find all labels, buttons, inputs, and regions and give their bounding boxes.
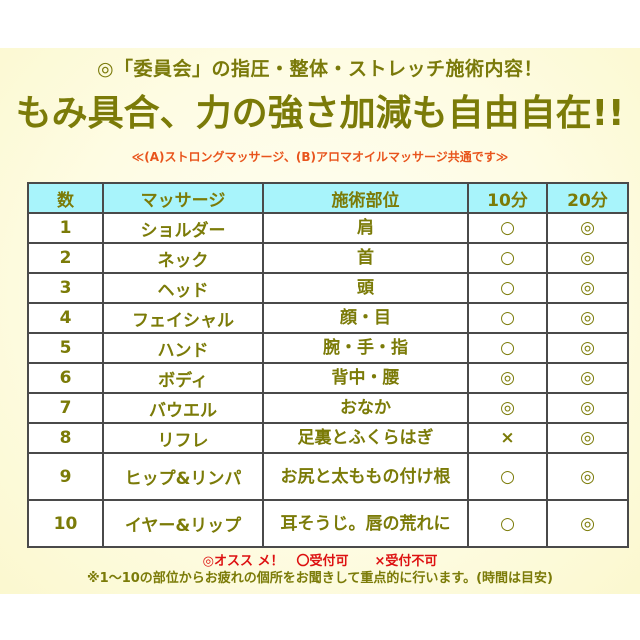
treatment-part: おなか xyxy=(262,392,469,424)
col-header-part: 施術部位 xyxy=(262,182,469,214)
col-header-10min: 10分 xyxy=(467,182,548,214)
massage-name: リフレ xyxy=(102,422,264,454)
treatment-part: 耳そうじ。唇の荒れに xyxy=(262,499,469,548)
treatment-part: 首 xyxy=(262,242,469,274)
col-header-number: 数 xyxy=(27,182,104,214)
availability-20min: ◎ xyxy=(546,302,629,334)
table-row: 7 バウエル おなか ◎ ◎ xyxy=(27,392,629,424)
table-header-row: 数 マッサージ 施術部位 10分 20分 xyxy=(27,182,629,214)
row-number: 9 xyxy=(27,452,104,501)
availability-10min: ○ xyxy=(467,242,548,274)
availability-20min: ◎ xyxy=(546,242,629,274)
availability-10min: ○ xyxy=(467,452,548,501)
footnote: ※1～10の部位からお疲れの個所をお聞きして重点的に行います。(時間は目安) xyxy=(87,571,553,586)
massage-name: ショルダー xyxy=(102,212,264,244)
table-row: 6 ボディ 背中・腰 ◎ ◎ xyxy=(27,362,629,394)
treatment-part: 足裏とふくらはぎ xyxy=(262,422,469,454)
massage-name: ヘッド xyxy=(102,272,264,304)
availability-20min: ◎ xyxy=(546,392,629,424)
availability-20min: ◎ xyxy=(546,212,629,244)
availability-20min: ◎ xyxy=(546,499,629,548)
availability-10min: ○ xyxy=(467,272,548,304)
massage-name: ヒップ&リンパ xyxy=(102,452,264,501)
availability-10min: ○ xyxy=(467,212,548,244)
treatment-part: 腕・手・指 xyxy=(262,332,469,364)
headline: もみ具合、力の強さ加減も自由自在!! xyxy=(15,93,625,134)
table-row: 1 ショルダー 肩 ○ ◎ xyxy=(27,212,629,244)
availability-10min: ○ xyxy=(467,332,548,364)
availability-20min: ◎ xyxy=(546,332,629,364)
row-number: 2 xyxy=(27,242,104,274)
row-number: 10 xyxy=(27,499,104,548)
treatment-part: 背中・腰 xyxy=(262,362,469,394)
massage-name: ネック xyxy=(102,242,264,274)
table-row: 2 ネック 首 ○ ◎ xyxy=(27,242,629,274)
row-number: 6 xyxy=(27,362,104,394)
table-row: 4 フェイシャル 顔・目 ○ ◎ xyxy=(27,302,629,334)
treatment-part: お尻と太ももの付け根 xyxy=(262,452,469,501)
availability-10min: × xyxy=(467,422,548,454)
massage-name: バウエル xyxy=(102,392,264,424)
symbol-legend: ◎オスス メ！ 〇受付可 ×受付不可 xyxy=(202,554,438,569)
row-number: 3 xyxy=(27,272,104,304)
table-row: 8 リフレ 足裏とふくらはぎ × ◎ xyxy=(27,422,629,454)
table-row: 9 ヒップ&リンパ お尻と太ももの付け根 ○ ◎ xyxy=(27,452,629,501)
availability-10min: ○ xyxy=(467,302,548,334)
table-row: 5 ハンド 腕・手・指 ○ ◎ xyxy=(27,332,629,364)
row-number: 4 xyxy=(27,302,104,334)
availability-10min: ○ xyxy=(467,499,548,548)
availability-10min: ◎ xyxy=(467,362,548,394)
row-number: 1 xyxy=(27,212,104,244)
common-note: ≪(A)ストロングマッサージ、(B)アロマオイルマッサージ共通です≫ xyxy=(131,150,509,164)
row-number: 8 xyxy=(27,422,104,454)
subtitle: ◎「委員会」の指圧・整体・ストレッチ施術内容！ xyxy=(96,58,544,80)
col-header-massage: マッサージ xyxy=(102,182,264,214)
massage-name: フェイシャル xyxy=(102,302,264,334)
massage-menu-table: 数 マッサージ 施術部位 10分 20分 1 ショルダー 肩 ○ ◎ 2 ネック… xyxy=(27,182,629,548)
massage-name: ハンド xyxy=(102,332,264,364)
row-number: 5 xyxy=(27,332,104,364)
availability-20min: ◎ xyxy=(546,362,629,394)
availability-20min: ◎ xyxy=(546,422,629,454)
availability-20min: ◎ xyxy=(546,272,629,304)
massage-name: ボディ xyxy=(102,362,264,394)
row-number: 7 xyxy=(27,392,104,424)
table-row: 10 イヤー&リップ 耳そうじ。唇の荒れに ○ ◎ xyxy=(27,499,629,548)
treatment-part: 肩 xyxy=(262,212,469,244)
treatment-part: 顔・目 xyxy=(262,302,469,334)
table-row: 3 ヘッド 頭 ○ ◎ xyxy=(27,272,629,304)
massage-name: イヤー&リップ xyxy=(102,499,264,548)
col-header-20min: 20分 xyxy=(546,182,629,214)
availability-10min: ◎ xyxy=(467,392,548,424)
availability-20min: ◎ xyxy=(546,452,629,501)
treatment-part: 頭 xyxy=(262,272,469,304)
